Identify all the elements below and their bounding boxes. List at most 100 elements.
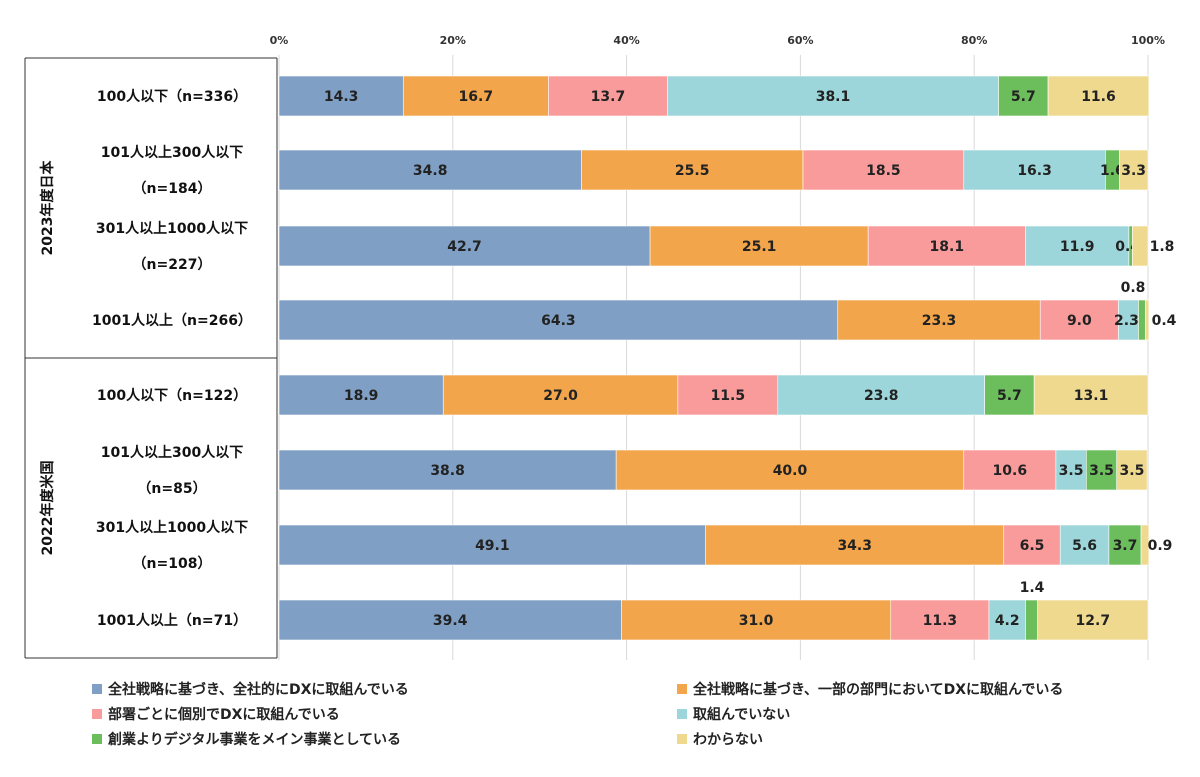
row-label: （n=108） [133,556,212,572]
data-label: 3.5 [1089,463,1114,479]
data-label: 4.2 [995,613,1020,629]
bar-segment [988,599,1026,641]
legend-swatch [92,684,102,694]
bar-segment [1116,449,1148,491]
x-tick-label: 100% [1131,34,1165,47]
row-label: 100人以下（n=336） [97,88,247,105]
bar-segment [1059,524,1110,566]
data-label: 34.8 [413,163,448,179]
bar-segment [1086,449,1118,491]
bar-segment [278,599,622,641]
bar-segment [1037,599,1149,641]
data-label: 5.6 [1072,538,1097,554]
group-label: 2022年度米国 [39,461,56,556]
data-label: 9.0 [1067,313,1092,329]
bar-segment [442,374,679,416]
legend-label: 取組んでいない [693,707,791,723]
data-label: 34.3 [837,538,872,554]
legend-item: 全社戦略に基づき、一部の部門においてDXに取組んでいる [677,679,1063,699]
bar-segment [1145,299,1150,341]
data-label: 18.1 [930,239,965,255]
data-label: 18.9 [344,388,379,404]
data-label: 3.3 [1121,163,1146,179]
data-label: 3.5 [1120,463,1145,479]
row-label: 1001人以上（n=71） [97,612,247,629]
bar-segment [402,75,549,117]
bar-segment [278,149,582,191]
legend-label: 部署ごとに個別でDXに取組んでいる [108,707,340,723]
data-label: 16.7 [459,89,494,105]
bar-segment [1119,149,1149,191]
row-label: 301人以上1000人以下 [96,519,248,536]
data-label: 2.3 [1114,313,1139,329]
data-label: 25.5 [675,163,710,179]
bar-segment [677,374,779,416]
legend-swatch [677,684,687,694]
data-label: 27.0 [543,388,578,404]
bar-segment [705,524,1005,566]
bar-segment [963,449,1057,491]
data-label: 3.7 [1113,538,1138,554]
data-label: 38.1 [816,89,851,105]
legend-swatch [92,709,102,719]
bar-segment [667,75,999,117]
data-label: 5.7 [997,388,1022,404]
data-label: 14.3 [324,89,359,105]
group-label: 2023年度日本 [39,160,56,256]
data-label: 18.5 [866,163,901,179]
data-label: 31.0 [739,613,774,629]
legend-label: 創業よりデジタル事業をメイン事業としている [108,732,402,748]
data-label: 0.8 [1121,280,1146,296]
bar-segment [963,149,1106,191]
bar-segment [278,449,617,491]
data-label: 40.0 [773,463,808,479]
legend-swatch [677,734,687,744]
row-label: （n=85） [137,481,206,497]
bar-segment [1140,524,1150,566]
bar-segment [278,524,706,566]
legend-item: 部署ごとに個別でDXに取組んでいる [92,704,340,724]
bar-segment [998,75,1049,117]
data-label: 38.8 [430,463,465,479]
data-label: 11.5 [711,388,746,404]
data-label: 0.9 [1148,538,1173,554]
bar-segment [837,299,1041,341]
bar-segment [1033,374,1149,416]
x-tick-label: 0% [270,34,289,47]
data-label: 3.5 [1059,463,1084,479]
data-label: 1.8 [1150,239,1175,255]
data-label: 49.1 [475,538,510,554]
bar-segment [1039,299,1119,341]
legend-item: わからない [677,729,763,749]
legend-item: 取組んでいない [677,704,790,724]
data-label: 10.6 [993,463,1028,479]
bar-segment [278,75,404,117]
data-label: 25.1 [742,239,777,255]
data-label: 11.3 [923,613,958,629]
data-label: 12.7 [1076,613,1111,629]
data-label: 11.6 [1081,89,1116,105]
bar-segment [1108,524,1142,566]
bar-segment [1055,449,1087,491]
row-label: （n=227） [133,257,212,273]
bar-segment [802,149,965,191]
data-label: 23.3 [922,313,957,329]
bar-segment [1047,75,1150,117]
data-label: 23.8 [864,388,899,404]
row-label: 301人以上1000人以下 [96,220,248,237]
bar-segment [1132,225,1149,267]
row-label: 100人以下（n=122） [97,387,247,404]
bar-segment [278,225,651,267]
legend-label: わからない [693,732,763,748]
bar-segment [548,75,668,117]
data-label: 64.3 [541,313,576,329]
legend-item: 創業よりデジタル事業をメイン事業としている [92,729,401,749]
x-tick-label: 40% [613,34,639,47]
data-label: 0.4 [1152,313,1177,329]
bar-segment [1025,225,1130,267]
row-label: 101人以上300人以下 [101,144,243,161]
legend-label: 全社戦略に基づき、一部の部門においてDXに取組んでいる [693,682,1064,698]
bar-segment [1003,524,1061,566]
row-label: （n=184） [133,181,212,197]
